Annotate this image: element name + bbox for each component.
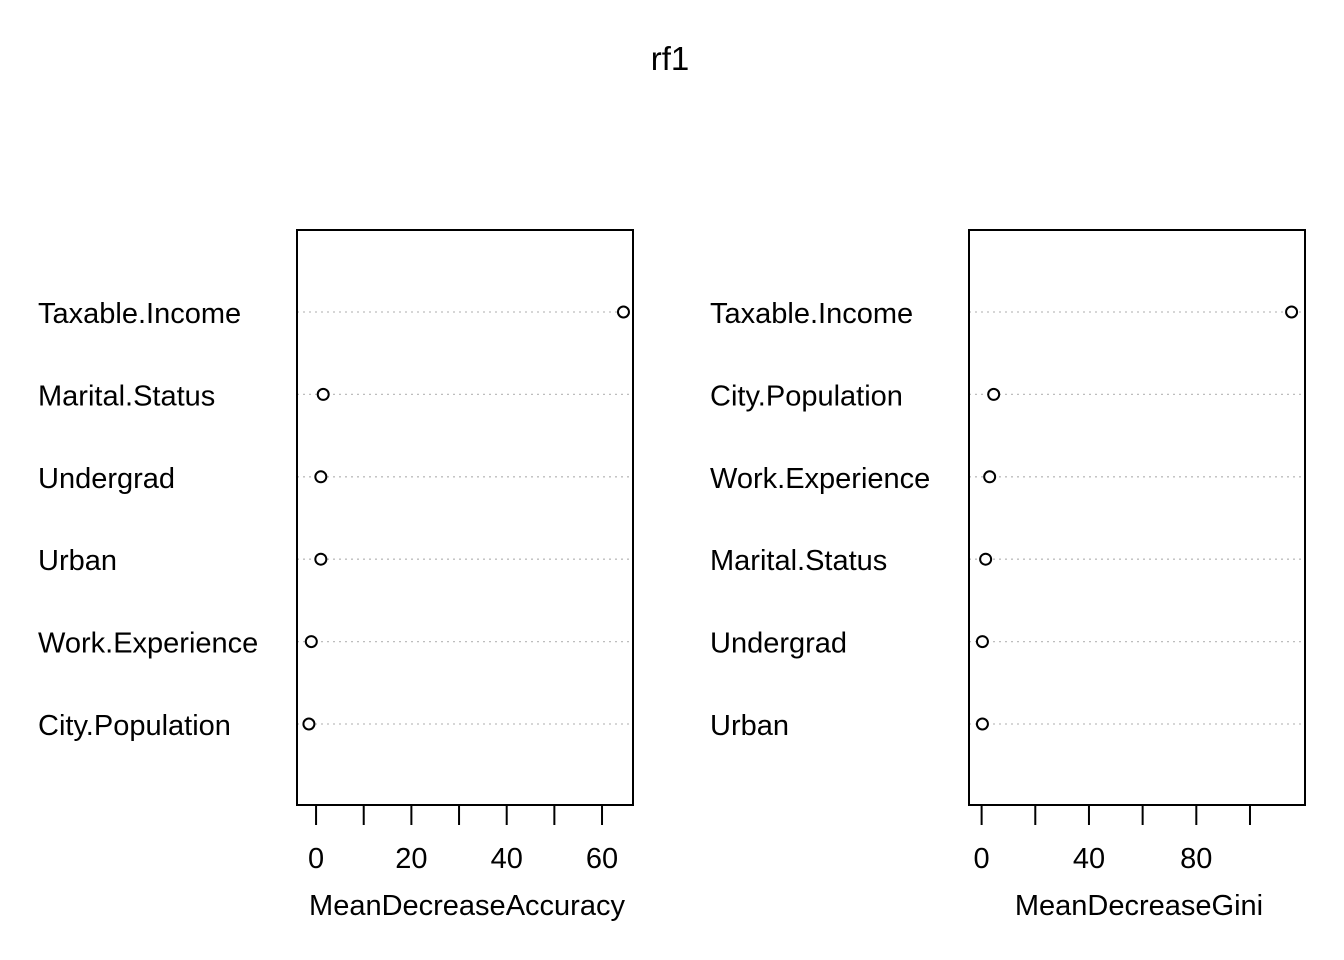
category-label: Taxable.Income (38, 298, 241, 330)
x-axis-label: MeanDecreaseAccuracy (309, 890, 625, 922)
x-tick-label: 20 (395, 843, 427, 875)
data-point (314, 470, 328, 484)
x-axis-label: MeanDecreaseGini (1015, 890, 1263, 922)
data-point (979, 552, 993, 566)
data-point (983, 470, 997, 484)
category-label: Marital.Status (710, 545, 887, 577)
category-label: Taxable.Income (710, 298, 913, 330)
data-point (302, 717, 316, 731)
x-tick-label: 40 (1073, 843, 1105, 875)
data-point (975, 635, 989, 649)
category-label: Work.Experience (38, 628, 258, 660)
data-point (1285, 305, 1299, 319)
dotchart-panel-2: Taxable.Income City.Population Work.Experi… (710, 229, 1306, 922)
x-tick-label: 0 (974, 843, 990, 875)
data-point (304, 635, 318, 649)
category-label: City.Population (710, 380, 903, 412)
category-label: Undergrad (38, 463, 175, 495)
chart-title: rf1 (651, 40, 690, 77)
x-tick-label: 0 (308, 843, 324, 875)
plot-frame (296, 229, 634, 806)
category-label: Marital.Status (38, 380, 215, 412)
x-tick-label: 80 (1180, 843, 1212, 875)
plot-frame (968, 229, 1306, 806)
category-label: Work.Experience (710, 463, 930, 495)
data-point (316, 387, 330, 401)
category-label: City.Population (38, 710, 231, 742)
category-label: Urban (38, 545, 117, 577)
data-point (975, 717, 989, 731)
x-tick-label: 60 (586, 843, 618, 875)
category-label: Urban (710, 710, 789, 742)
data-point (616, 305, 630, 319)
x-tick-label: 40 (491, 843, 523, 875)
dotchart-panel-1: Taxable.Income Marital.Status Undergrad Urb… (38, 229, 634, 922)
category-label: Undergrad (710, 628, 847, 660)
data-point (987, 387, 1001, 401)
data-point (314, 552, 328, 566)
